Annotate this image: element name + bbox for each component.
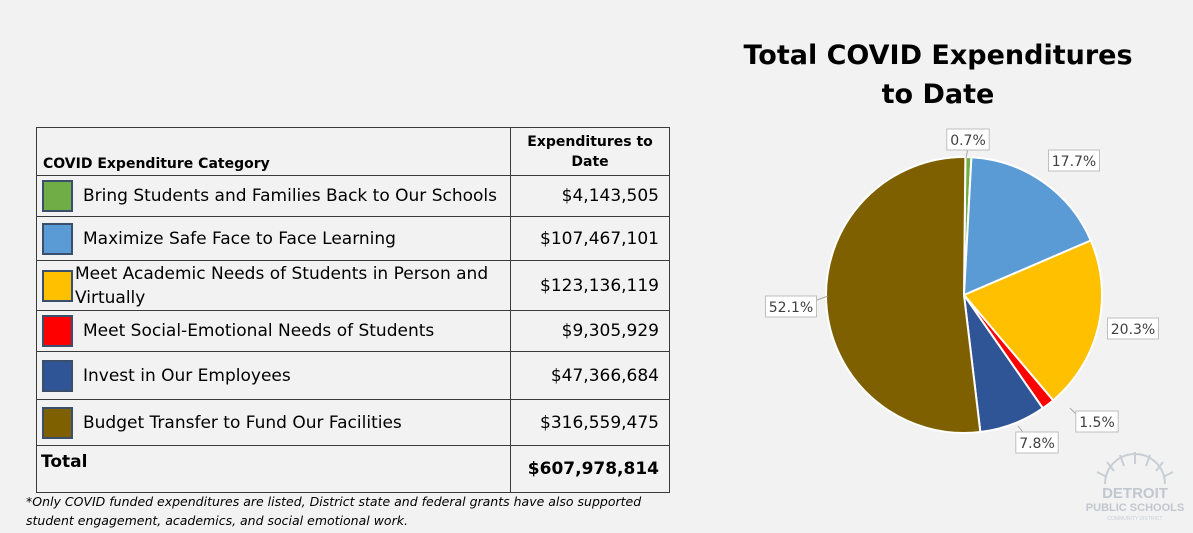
category-cell: Meet Academic Needs of Students in Perso…	[35, 260, 512, 311]
footnote: *Only COVID funded expenditures are list…	[26, 494, 642, 528]
amount-column-header: Expenditures to Date	[510, 127, 670, 176]
pie-slice	[962, 156, 1093, 297]
table-row: Bring Students and Families Back to Our …	[35, 175, 670, 217]
data-label-box	[946, 128, 990, 151]
table-header-row: COVID Expenditure Category Expenditures …	[35, 127, 670, 176]
category-column-header: COVID Expenditure Category	[35, 127, 512, 176]
category-color-swatch	[42, 180, 73, 212]
category-label: Maximize Safe Face to Face Learning	[83, 228, 396, 249]
category-color-swatch	[42, 315, 73, 347]
category-cell: Maximize Safe Face to Face Learning	[35, 216, 512, 261]
category-color-swatch	[42, 222, 73, 255]
data-label-box	[1075, 410, 1119, 433]
amount-cell: $9,305,929	[510, 310, 670, 352]
expenditure-table: COVID Expenditure Category Expenditures …	[35, 127, 670, 493]
amount-header-line2: Date	[571, 153, 609, 170]
chart-title-line1: Total COVID Expenditures	[743, 40, 1133, 71]
category-label: Bring Students and Families Back to Our …	[83, 186, 497, 206]
category-label: Invest in Our Employees	[83, 365, 291, 386]
category-label: Meet Social-Emotional Needs of Students	[83, 321, 435, 341]
pie-slice	[825, 156, 982, 434]
leader-line	[816, 295, 829, 301]
amount-cell: $47,366,684	[510, 351, 670, 400]
category-cell: Bring Students and Families Back to Our …	[35, 175, 512, 217]
category-cell: Budget Transfer to Fund Our Facilities	[35, 399, 512, 446]
expenditure-pie-chart: 0.7% 17.7% 20.3% 1.5% 7.8% 52.1%	[765, 128, 1159, 454]
data-label: 17.7%	[1052, 154, 1096, 170]
pie-slice	[962, 239, 1103, 402]
logo-line1: DETROIT	[1102, 485, 1168, 502]
category-color-swatch	[42, 406, 73, 439]
category-color-swatch	[42, 359, 73, 392]
data-label: 0.7%	[950, 133, 986, 149]
total-label: Total	[35, 445, 512, 493]
total-amount: $607,978,814	[510, 445, 670, 493]
detroit-public-schools-logo: DETROIT PUBLIC SCHOOLS COMMUNITY DISTRIC…	[1086, 452, 1184, 522]
amount-header-line1: Expenditures to	[527, 133, 653, 150]
amount-cell: $107,467,101	[510, 216, 670, 261]
logo-line2: PUBLIC SCHOOLS	[1086, 502, 1184, 514]
amount-cell: $316,559,475	[510, 399, 670, 446]
data-label-box	[1048, 149, 1100, 172]
logo-line3: COMMUNITY DISTRICT	[1107, 516, 1162, 522]
table-row: Maximize Safe Face to Face Learning $107,…	[35, 216, 670, 261]
table-body: Bring Students and Families Back to Our …	[35, 175, 670, 446]
table-row: Invest in Our Employees $47,366,684	[35, 351, 670, 400]
table-row: Budget Transfer to Fund Our Facilities $3…	[35, 399, 670, 446]
category-color-swatch	[42, 269, 73, 302]
chart-title-line2: to Date	[881, 79, 995, 110]
category-label: Meet Academic Needs of Students in Perso…	[75, 263, 489, 308]
data-label: 20.3%	[1111, 322, 1155, 338]
table-row: Meet Social-Emotional Needs of Students $…	[35, 310, 670, 352]
category-cell: Meet Social-Emotional Needs of Students	[35, 310, 512, 352]
category-label: Budget Transfer to Fund Our Facilities	[83, 412, 402, 433]
data-label-box	[1015, 431, 1059, 454]
table-row: Meet Academic Needs of Students in Perso…	[35, 260, 670, 311]
total-row: Total $607,978,814	[35, 445, 670, 493]
data-label: 52.1%	[769, 300, 813, 316]
chart-title: Total COVID Expenditures to Date	[740, 36, 1136, 114]
data-label-box	[765, 295, 817, 318]
amount-cell: $4,143,505	[510, 175, 670, 217]
amount-cell: $123,136,119	[510, 260, 670, 311]
data-label: 7.8%	[1019, 436, 1055, 452]
sunburst-icon	[1096, 452, 1174, 485]
category-cell: Invest in Our Employees	[35, 351, 512, 400]
data-label-box	[1107, 317, 1159, 340]
data-label: 1.5%	[1079, 415, 1115, 431]
